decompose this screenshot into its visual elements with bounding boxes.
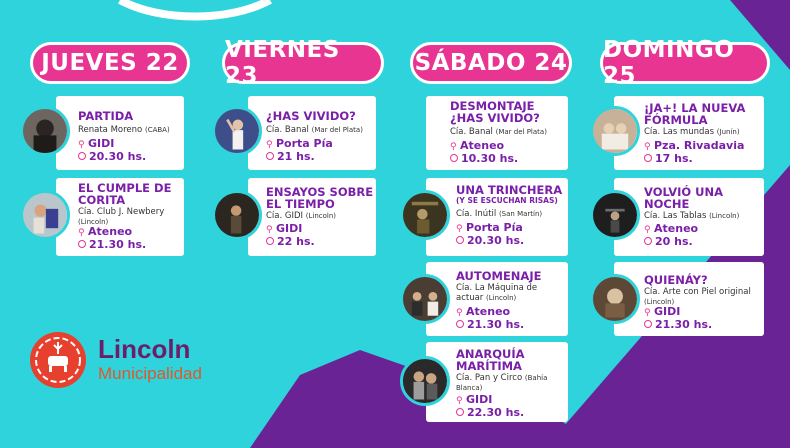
day-header-sabado: SÁBADO 24 — [410, 42, 572, 84]
clock-icon — [450, 154, 458, 162]
event-title: ¿HAS VIVIDO? — [266, 109, 356, 123]
event-photo — [400, 274, 450, 324]
event-photo — [20, 106, 70, 156]
event-subtitle: (Y SE ESCUCHAN RISAS) — [456, 196, 558, 205]
day-header-jueves: JUEVES 22 — [30, 42, 190, 84]
event-venue: ⚲ GIDI — [644, 305, 681, 319]
event-venue: ⚲ Ateneo — [78, 225, 133, 239]
event-card[interactable]: VOLVIÓ UNA NOCHE Cía. Las Tablas (Lincol… — [614, 178, 764, 256]
event-venue: ⚲ Ateneo — [456, 305, 511, 319]
event-photo — [20, 190, 70, 240]
event-company: Cía. Banal (Mar del Plata) — [450, 127, 547, 137]
event-photo — [212, 106, 262, 156]
event-venue: ⚲ Pza. Rivadavia — [644, 139, 745, 153]
logo-name: Lincoln — [98, 334, 191, 364]
event-time: 22.30 hs. — [456, 407, 524, 419]
event-time: 21.30 hs. — [644, 319, 712, 331]
event-company: Cía. Arte con Piel original (Lincoln) — [644, 287, 751, 306]
event-card[interactable]: ¿HAS VIVIDO? Cía. Banal (Mar del Plata) … — [248, 96, 376, 170]
location-pin-icon: ⚲ — [456, 308, 463, 318]
municipality-logo: Lincoln Municipalidad — [28, 330, 238, 390]
day-header-domingo: DOMINGO 25 — [600, 37, 770, 89]
location-pin-icon: ⚲ — [456, 224, 463, 234]
event-company: Cía. Inútil (San Martín) — [456, 209, 543, 219]
event-company: Cía. Las mundas (Junín) — [644, 127, 740, 137]
event-photo — [400, 190, 450, 240]
event-time: 21 hs. — [266, 151, 315, 163]
clock-icon — [644, 154, 652, 162]
event-company: Cía. Las Tablas (Lincoln) — [644, 211, 740, 221]
event-venue: ⚲ Ateneo — [450, 139, 505, 153]
clock-icon — [266, 152, 274, 160]
logo-subtitle: Municipalidad — [98, 364, 202, 383]
event-card[interactable]: PARTIDA Renata Moreno (CABA) ⚲ GIDI 20.30… — [56, 96, 184, 170]
location-pin-icon: ⚲ — [644, 308, 651, 318]
event-time: 20.30 hs. — [456, 235, 524, 247]
event-photo — [590, 106, 640, 156]
event-photo — [212, 190, 262, 240]
clock-icon — [78, 152, 86, 160]
event-time: 10.30 hs. — [450, 153, 518, 165]
event-venue: ⚲ GIDI — [456, 393, 493, 407]
event-venue: ⚲ GIDI — [266, 222, 303, 236]
event-title: AUTOMENAJE — [456, 269, 542, 283]
clock-icon — [456, 236, 464, 244]
event-photo — [590, 190, 640, 240]
lincoln-emblem-icon — [30, 332, 86, 388]
clock-icon — [456, 320, 464, 328]
event-title: EL CUMPLE DE CORITA — [78, 181, 172, 207]
event-venue: ⚲ GIDI — [78, 137, 115, 151]
event-time: 21.30 hs. — [456, 319, 524, 331]
event-title: UNA TRINCHERA — [456, 183, 563, 197]
event-company: Cía. Club J. Newbery (Lincoln) — [78, 207, 165, 226]
event-venue: ⚲ Ateneo — [644, 222, 699, 236]
location-pin-icon: ⚲ — [78, 228, 85, 238]
event-venue: ⚲ Porta Pía — [456, 221, 523, 235]
event-time: 22 hs. — [266, 236, 315, 248]
location-pin-icon: ⚲ — [450, 142, 457, 152]
event-title: ANARQUÍA MARÍTIMA — [456, 347, 525, 373]
event-company: Cía. Banal (Mar del Plata) — [266, 125, 363, 135]
day-header-viernes: VIERNES 23 — [222, 37, 384, 89]
event-time: 20.30 hs. — [78, 151, 146, 163]
event-title: DESMONTAJE ¿HAS VIVIDO? — [450, 99, 540, 125]
event-card[interactable]: EL CUMPLE DE CORITA Cía. Club J. Newbery… — [56, 178, 184, 256]
event-venue: ⚲ Porta Pía — [266, 137, 333, 151]
clock-icon — [456, 408, 464, 416]
event-time: 20 hs. — [644, 236, 693, 248]
location-pin-icon: ⚲ — [644, 225, 651, 235]
event-company: Cía. La Máquina de actuar (Lincoln) — [456, 283, 538, 303]
event-company: Renata Moreno (CABA) — [78, 125, 170, 135]
clock-icon — [644, 237, 652, 245]
location-pin-icon: ⚲ — [78, 140, 85, 150]
clock-icon — [266, 237, 274, 245]
event-title: PARTIDA — [78, 109, 134, 123]
event-card[interactable]: DESMONTAJE ¿HAS VIVIDO? Cía. Banal (Mar … — [426, 96, 568, 170]
event-company: Cía. Pan y Circo (Bahía Blanca) — [456, 373, 548, 392]
clock-icon — [644, 320, 652, 328]
event-title: QUIENÁY? — [644, 273, 708, 287]
clock-icon — [78, 240, 86, 248]
location-pin-icon: ⚲ — [266, 225, 273, 235]
location-pin-icon: ⚲ — [456, 396, 463, 406]
location-pin-icon: ⚲ — [266, 140, 273, 150]
event-title: VOLVIÓ UNA NOCHE — [644, 185, 724, 211]
event-time: 21.30 hs. — [78, 239, 146, 251]
event-title: ¡JA+! LA NUEVA FÓRMULA — [644, 101, 746, 127]
event-photo — [400, 356, 450, 406]
event-card[interactable]: ENSAYOS SOBRE EL TIEMPO Cía. GIDI (Linco… — [248, 178, 376, 256]
event-time: 17 hs. — [644, 153, 693, 165]
event-company: Cía. GIDI (Lincoln) — [266, 211, 337, 221]
location-pin-icon: ⚲ — [644, 142, 651, 152]
event-photo — [590, 274, 640, 324]
event-title: ENSAYOS SOBRE EL TIEMPO — [266, 185, 374, 211]
